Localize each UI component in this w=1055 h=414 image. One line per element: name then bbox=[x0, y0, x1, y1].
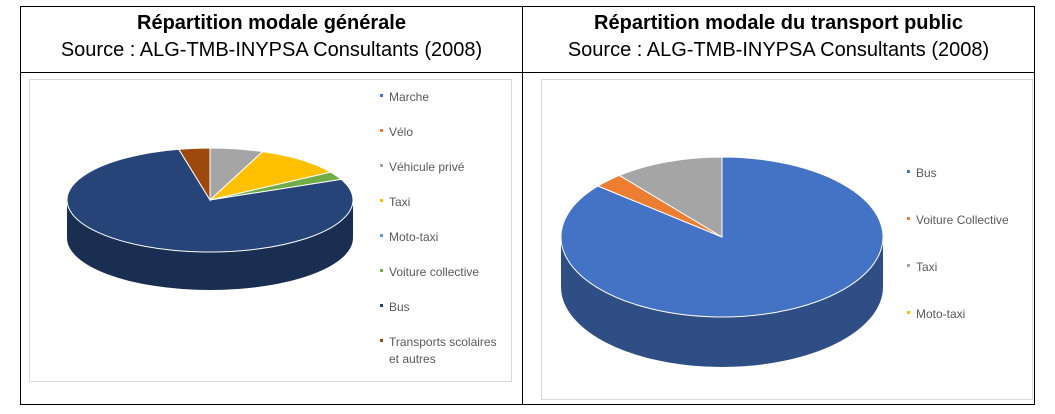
table-border-top bbox=[20, 6, 1035, 7]
legend-label-voiture-collective: Voiture collective bbox=[389, 265, 479, 279]
legend-marker-taxi bbox=[380, 199, 383, 202]
legend-marker-marche bbox=[380, 94, 383, 97]
pie-slice-taxi bbox=[618, 156, 723, 238]
legend-marker-bus bbox=[907, 170, 910, 173]
legend-marker-moto-taxi bbox=[380, 234, 383, 237]
left-chart-source: Source : ALG-TMB-INYPSA Consultants (200… bbox=[60, 39, 483, 61]
left-chart-title: Répartition modale générale bbox=[137, 12, 406, 34]
legend-label-bus: Bus bbox=[916, 166, 937, 180]
legend-label-bus: Bus bbox=[389, 300, 410, 314]
pie-slice-transports-scolaires-et-autres bbox=[177, 147, 211, 202]
table-border-bottom bbox=[20, 404, 1035, 405]
legend-label-taxi: Taxi bbox=[916, 260, 937, 274]
table-column-divider bbox=[522, 6, 523, 405]
table-border-left bbox=[20, 6, 21, 405]
legend-label-moto-taxi: Moto-taxi bbox=[916, 307, 965, 321]
pie-side-bus bbox=[561, 237, 883, 367]
legend-marker-taxi bbox=[907, 264, 910, 267]
legend-label-marche: Marche bbox=[389, 90, 429, 104]
legend-marker-bus bbox=[380, 304, 383, 307]
legend-label-voiture-collective: Voiture Collective bbox=[916, 213, 1009, 227]
legend-label-moto-taxi: Moto-taxi bbox=[389, 230, 438, 244]
left-header: Répartition modale générale Source : ALG… bbox=[21, 10, 522, 64]
table-row-divider bbox=[20, 72, 1035, 73]
pie-side-bus bbox=[67, 200, 353, 290]
legend-label-taxi: Taxi bbox=[389, 195, 410, 209]
legend-marker-moto-taxi bbox=[907, 311, 910, 314]
legend-marker-velo bbox=[380, 129, 383, 132]
pie-slice-taxi bbox=[208, 151, 333, 201]
pie-chart-2: Bus Voiture Collective Taxi Moto-taxi bbox=[560, 156, 1009, 367]
right-chart-source: Source : ALG-TMB-INYPSA Consultants (200… bbox=[567, 39, 990, 61]
pie-chart-1: Marche Vélo Véhicule privé Taxi Moto-taxi Voi… bbox=[66, 90, 497, 366]
legend-1: Marche Vélo Véhicule privé Taxi Moto-taxi Voi… bbox=[380, 90, 497, 366]
legend-2: Bus Voiture Collective Taxi Moto-taxi bbox=[907, 166, 1009, 321]
legend-marker-vehicule-prive bbox=[380, 164, 383, 167]
legend-label-transports-scolaires-et-autres-line2: et autres bbox=[389, 352, 436, 366]
legend-marker-transports-scolaires-et-autres bbox=[380, 339, 383, 342]
right-header: Répartition modale du transport public S… bbox=[523, 10, 1034, 64]
legend-label-velo: Vélo bbox=[389, 125, 413, 139]
right-chart-title: Répartition modale du transport public bbox=[594, 12, 963, 34]
legend-label-vehicule-prive: Véhicule privé bbox=[389, 160, 465, 174]
table-border-right bbox=[1034, 6, 1035, 405]
legend-marker-voiture-collective bbox=[380, 269, 383, 272]
legend-marker-voiture-collective bbox=[907, 217, 910, 220]
legend-label-transports-scolaires-et-autres-line1: Transports scolaires bbox=[389, 335, 497, 349]
